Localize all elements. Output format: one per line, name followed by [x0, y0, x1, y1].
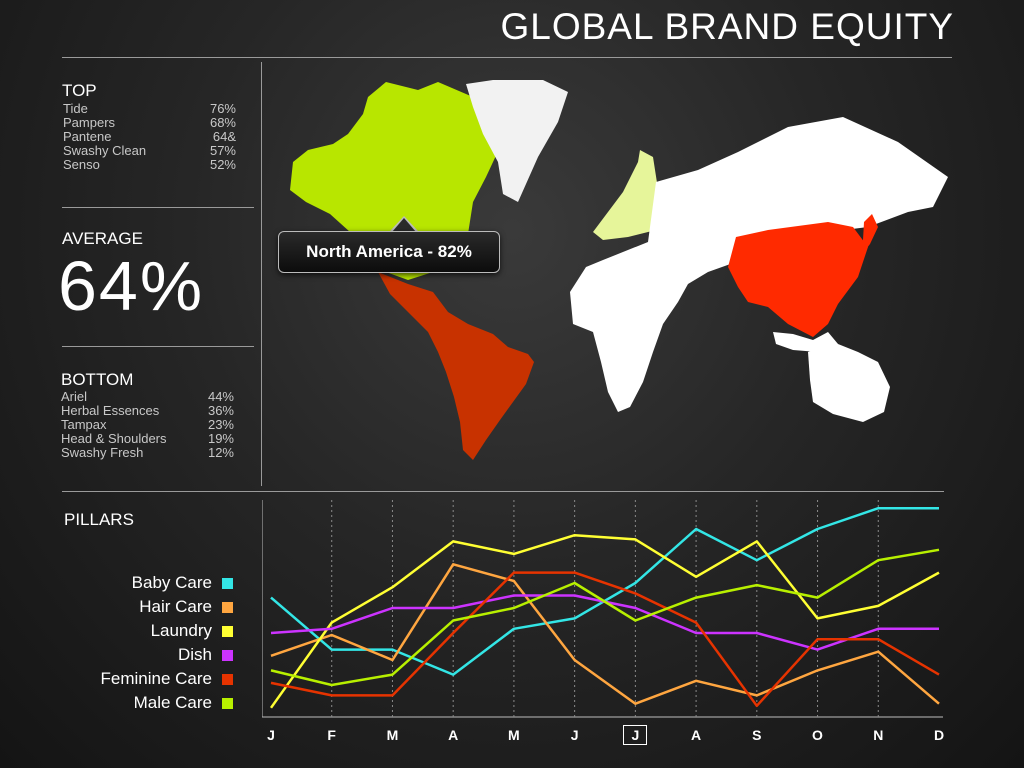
- month-label[interactable]: F: [327, 727, 336, 743]
- brand-value: 68%: [209, 115, 236, 130]
- brand-name: Herbal Essences: [61, 403, 160, 418]
- month-label[interactable]: S: [752, 727, 762, 743]
- brand-row: Ariel 44%: [61, 390, 234, 404]
- brand-row: Swashy Fresh 12%: [61, 446, 234, 460]
- brand-value: 76%: [209, 101, 236, 116]
- brand-row: Herbal Essences 36%: [61, 404, 234, 418]
- brand-name: Senso: [63, 157, 100, 172]
- region-latin-america[interactable]: [378, 272, 534, 460]
- brand-row: Tampax 23%: [61, 418, 234, 432]
- month-label[interactable]: J: [570, 727, 579, 743]
- region-indonesia[interactable]: [773, 332, 838, 352]
- legend-item[interactable]: Feminine Care: [40, 667, 233, 691]
- brand-value: 12%: [207, 445, 234, 460]
- series-line-baby-care: [270, 506, 939, 676]
- series-line-male-care: [270, 548, 940, 687]
- month-label[interactable]: J: [267, 727, 275, 743]
- brand-row: Pantene 64&: [63, 130, 236, 144]
- legend-label: Baby Care: [131, 573, 212, 592]
- world-map: [290, 80, 948, 460]
- pillars-heading: PILLARS: [64, 510, 134, 529]
- brand-value: 64&: [212, 129, 236, 144]
- month-label[interactable]: M: [386, 727, 399, 743]
- brand-name: Ariel: [61, 389, 88, 404]
- region-europe[interactable]: [593, 150, 660, 240]
- brand-name: Tampax: [61, 417, 107, 432]
- legend-swatch: [222, 650, 233, 661]
- month-label[interactable]: M: [508, 727, 520, 743]
- month-label[interactable]: A: [448, 727, 459, 743]
- brand-value: 44%: [207, 389, 234, 404]
- region-eurasia-africa[interactable]: [570, 117, 948, 412]
- month-label[interactable]: N: [873, 727, 884, 743]
- region-asia[interactable]: [728, 222, 868, 337]
- legend-swatch: [222, 626, 233, 637]
- brand-row: Swashy Clean 57%: [63, 144, 236, 158]
- series-line-dish: [270, 594, 939, 651]
- average-heading: AVERAGE: [62, 229, 143, 248]
- series-line-hair-care: [270, 563, 940, 705]
- brand-name: Swashy Fresh: [61, 445, 144, 460]
- region-north-america[interactable]: [290, 82, 500, 280]
- region-oceania[interactable]: [808, 342, 890, 422]
- chart-top-divider: [62, 491, 944, 492]
- brand-value: 36%: [207, 403, 234, 418]
- series-line-laundry: [269, 533, 940, 709]
- top-brands-list: Tide 76% Pampers 68% Pantene 64& Swashy Clean 5…: [63, 102, 236, 172]
- title-divider: [62, 57, 952, 58]
- brand-value: 52%: [209, 157, 236, 172]
- month-label[interactable]: D: [933, 727, 945, 743]
- brand-row: Pampers 68%: [63, 116, 236, 130]
- legend-label: Dish: [177, 645, 212, 664]
- map-left-divider: [261, 62, 262, 486]
- region-japan[interactable]: [853, 214, 878, 260]
- brand-value: 57%: [209, 143, 236, 158]
- brand-row: Head & Shoulders 19%: [61, 432, 234, 446]
- page-title: GLOBAL BRAND EQUITY: [500, 6, 954, 47]
- top-divider: [62, 207, 254, 208]
- month-label[interactable]: O: [812, 727, 823, 743]
- region-tooltip: North America - 82%: [278, 231, 500, 273]
- brand-name: Tide: [63, 101, 88, 116]
- legend-swatch: [222, 698, 233, 709]
- brand-value: 19%: [207, 431, 234, 446]
- legend-item[interactable]: Laundry: [40, 619, 233, 643]
- bottom-brands-list: Ariel 44% Herbal Essences 36% Tampax 23% Head …: [61, 390, 234, 460]
- average-value: 64%: [58, 247, 205, 325]
- legend-label: Laundry: [150, 621, 212, 640]
- top-heading: TOP: [62, 81, 97, 100]
- legend-swatch: [222, 602, 233, 613]
- brand-name: Pantene: [63, 129, 112, 144]
- legend-label: Hair Care: [139, 597, 212, 616]
- brand-name: Head & Shoulders: [61, 431, 167, 446]
- average-divider: [62, 346, 254, 347]
- legend-label: Male Care: [133, 693, 212, 712]
- legend-item[interactable]: Male Care: [40, 691, 233, 715]
- brand-name: Pampers: [63, 115, 116, 130]
- legend-item[interactable]: Baby Care: [40, 571, 233, 595]
- month-label[interactable]: A: [691, 727, 702, 743]
- chart-legend: Baby Care Hair Care Laundry Dish Feminine Ca…: [40, 571, 233, 715]
- tooltip-arrow-fill: [392, 218, 416, 232]
- legend-label: Feminine Care: [100, 669, 213, 688]
- legend-item[interactable]: Dish: [40, 643, 233, 667]
- legend-swatch: [222, 578, 233, 589]
- brand-row: Tide 76%: [63, 102, 236, 116]
- region-greenland[interactable]: [466, 80, 568, 202]
- brand-name: Swashy Clean: [63, 143, 147, 158]
- bottom-heading: BOTTOM: [61, 370, 134, 389]
- series-line-feminine-care: [270, 571, 940, 708]
- legend-swatch: [222, 674, 233, 685]
- brand-row: Senso 52%: [63, 158, 236, 172]
- month-label[interactable]: J: [623, 725, 648, 745]
- pillars-line-chart: [262, 500, 943, 718]
- brand-value: 23%: [207, 417, 234, 432]
- legend-item[interactable]: Hair Care: [40, 595, 233, 619]
